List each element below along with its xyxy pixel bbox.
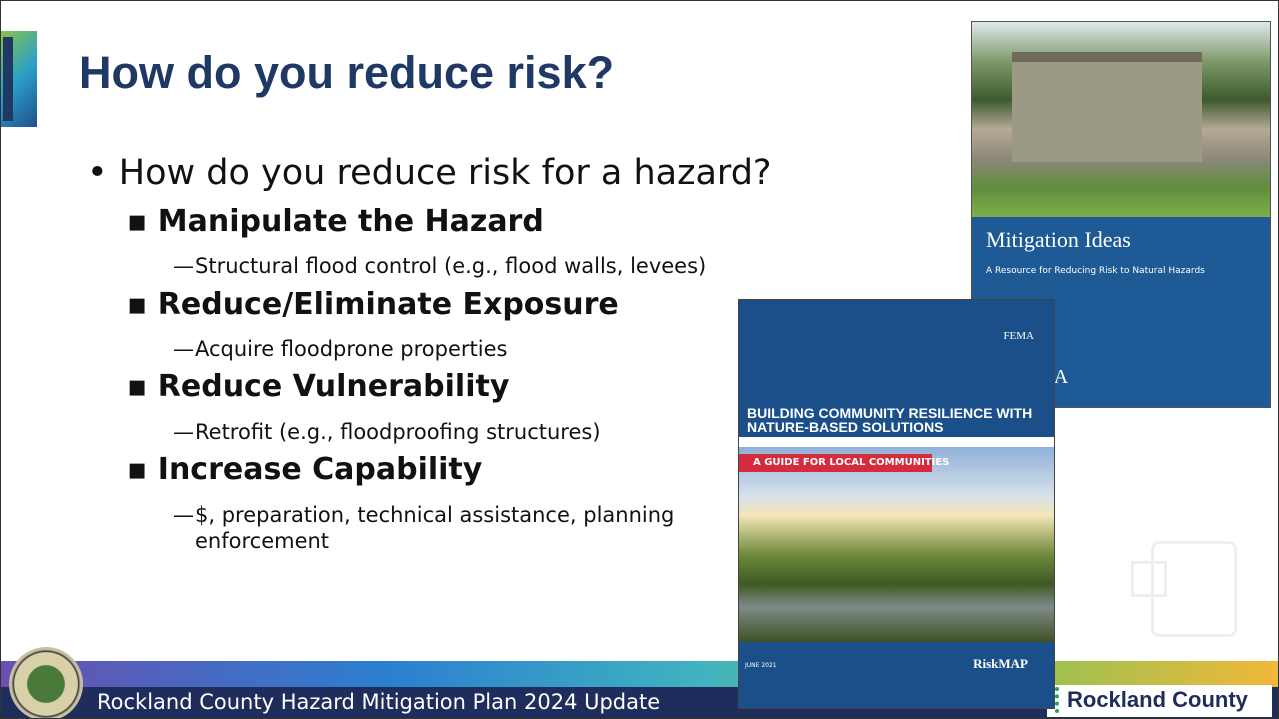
decoration bbox=[1131, 561, 1167, 597]
sub-bullet: ▪ Reduce/Eliminate Exposure bbox=[127, 287, 619, 322]
detail: —$, preparation, technical assistance, p… bbox=[173, 502, 713, 554]
cover-brand: RiskMAP bbox=[973, 656, 1028, 672]
cover-subtitle: A GUIDE FOR LOCAL COMMUNITIES bbox=[753, 457, 949, 468]
cover-date: JUNE 2021 bbox=[745, 662, 777, 669]
sub-bullet-text: Reduce Vulnerability bbox=[158, 369, 510, 404]
cover-stripe bbox=[739, 437, 1054, 447]
detail: —Structural flood control (e.g., flood w… bbox=[173, 253, 733, 279]
logo-text: Rockland County bbox=[1067, 687, 1248, 713]
slide: How do you reduce risk? • How do you red… bbox=[0, 0, 1279, 719]
cover-photo bbox=[739, 447, 1054, 642]
cover-resilience: FEMA BUILDING COMMUNITY RESILIENCE WITH … bbox=[738, 299, 1055, 709]
cover-title: Mitigation Ideas bbox=[986, 227, 1131, 253]
county-seal bbox=[9, 647, 83, 719]
detail: —Acquire floodprone properties bbox=[173, 336, 733, 362]
sub-bullet: ▪ Reduce Vulnerability bbox=[127, 369, 509, 404]
detail-text: Retrofit (e.g., floodproofing structures… bbox=[195, 419, 733, 445]
sub-bullet: ▪ Manipulate the Hazard bbox=[127, 204, 544, 239]
bullet-text: How do you reduce risk for a hazard? bbox=[119, 153, 772, 193]
detail-text: Structural flood control (e.g., flood wa… bbox=[195, 253, 733, 279]
sub-bullet-text: Manipulate the Hazard bbox=[158, 204, 544, 239]
cover-agency: FEMA bbox=[1003, 330, 1034, 342]
detail-text: Acquire floodprone properties bbox=[195, 336, 733, 362]
bullet: • How do you reduce risk for a hazard? bbox=[87, 153, 772, 193]
logo-mark bbox=[1055, 687, 1065, 713]
footer-text: Rockland County Hazard Mitigation Plan 2… bbox=[97, 690, 660, 714]
detail-text: $, preparation, technical assistance, pl… bbox=[195, 502, 713, 554]
house bbox=[1012, 52, 1202, 162]
footer-band bbox=[1, 661, 1279, 687]
sub-bullet: ▪ Increase Capability bbox=[127, 452, 482, 487]
accent-stripe bbox=[3, 37, 13, 121]
cover-subtitle: A Resource for Reducing Risk to Natural … bbox=[986, 266, 1205, 276]
sub-bullet-text: Reduce/Eliminate Exposure bbox=[158, 287, 619, 322]
detail: —Retrofit (e.g., floodproofing structure… bbox=[173, 419, 733, 445]
title: How do you reduce risk? bbox=[79, 47, 614, 99]
cover-title: BUILDING COMMUNITY RESILIENCE WITH NATUR… bbox=[747, 406, 1047, 434]
sub-bullet-text: Increase Capability bbox=[158, 452, 483, 487]
